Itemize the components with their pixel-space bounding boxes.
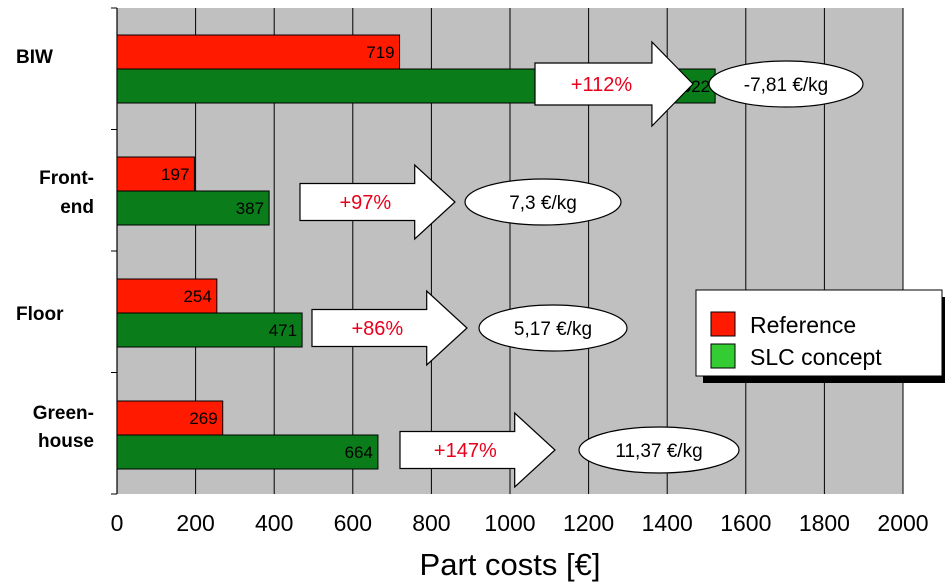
- x-tick-label: 1400: [642, 510, 693, 536]
- slc-concept-bar: [116, 312, 303, 348]
- category-label: Front-: [39, 168, 94, 189]
- bar-value-label: 471: [269, 321, 297, 340]
- cost-per-kg-ellipse: [464, 178, 622, 226]
- legend-swatch: [710, 311, 736, 337]
- x-tick-label: 1200: [563, 510, 614, 536]
- slc-concept-bar: [116, 190, 270, 226]
- x-tick-label: 400: [255, 510, 293, 536]
- bar-value-label: 254: [183, 287, 211, 306]
- x-tick-label: 1600: [720, 510, 771, 536]
- legend: Reference SLC concept: [695, 289, 945, 383]
- cost-per-kg-ellipse: [578, 426, 740, 474]
- increase-arrow: [534, 40, 694, 128]
- reference-bar: [116, 278, 218, 314]
- reference-bar: [116, 400, 224, 436]
- category-label: Floor: [16, 304, 64, 325]
- category-label: house: [38, 431, 94, 452]
- category-label: BIW: [16, 47, 53, 68]
- legend-label: SLC concept: [750, 344, 882, 370]
- category-labels: BIW Front-end Floor Green-house: [16, 47, 94, 452]
- bar-value-label: 197: [161, 165, 189, 184]
- increase-percent-label: +97%: [339, 192, 391, 214]
- increase-percent-label: +86%: [351, 318, 403, 340]
- x-tick-label: 1800: [799, 510, 850, 536]
- x-tick-label: 200: [176, 510, 214, 536]
- x-tick-labels: 0 200 400 600 800 1000 1200 1400 1600 1800 2000: [111, 510, 929, 536]
- legend-label: Reference: [750, 312, 856, 338]
- cost-per-kg-label: 11,37 €/kg: [615, 441, 702, 462]
- cost-per-kg-ellipse: [708, 60, 864, 108]
- cost-per-kg-label: -7,81 €/kg: [744, 75, 829, 96]
- cost-per-kg-label: 7,3 €/kg: [509, 193, 577, 214]
- x-tick-label: 800: [412, 510, 450, 536]
- x-tick-label: 0: [111, 510, 124, 536]
- increase-arrow: [399, 411, 556, 489]
- increase-arrow: [299, 163, 456, 241]
- bar-value-label: 387: [236, 199, 264, 218]
- cost-per-kg-label: 5,17 €/kg: [514, 319, 592, 340]
- x-tick-label: 1000: [484, 510, 535, 536]
- y-axis: [111, 7, 118, 495]
- bar-value-label: 664: [345, 443, 373, 462]
- x-axis-title: Part costs [€]: [420, 547, 601, 582]
- reference-bar: [116, 34, 401, 70]
- legend-swatch: [710, 343, 736, 369]
- increase-arrow: [311, 289, 468, 367]
- x-tick-label: 600: [334, 510, 372, 536]
- legend-box: [695, 289, 943, 377]
- category-label: Green-: [33, 403, 94, 424]
- increase-percent-label: +147%: [434, 440, 497, 462]
- increase-percent-label: +112%: [571, 74, 633, 96]
- slc-concept-bar: [116, 434, 379, 470]
- bar-value-label: 719: [366, 43, 394, 62]
- x-tick-label: 2000: [877, 510, 928, 536]
- annotations: +112% -7,81 €/kg +97% 7,3 €/kg +86% 5,17 €/kg…: [299, 40, 864, 489]
- reference-bar: [116, 156, 195, 192]
- bar-value-label: 269: [189, 409, 217, 428]
- cost-per-kg-ellipse: [478, 304, 628, 352]
- category-label: end: [60, 197, 94, 218]
